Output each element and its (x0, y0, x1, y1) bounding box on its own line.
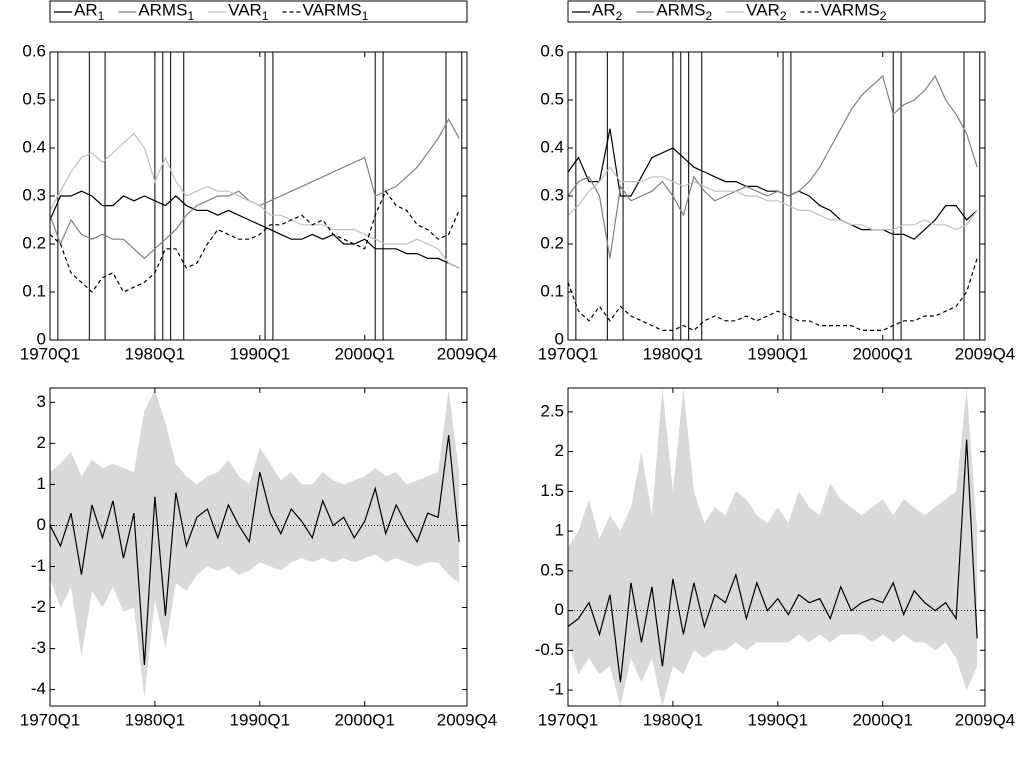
x-tick-label: 1970Q1 (20, 344, 81, 363)
y-tick-label: 0.2 (22, 233, 46, 252)
x-tick-label: 1970Q1 (538, 344, 599, 363)
x-tick-label: 1980Q1 (125, 344, 186, 363)
x-tick-label: 1980Q1 (643, 710, 704, 729)
legend-label: AR1 (74, 0, 105, 23)
y-tick-label: 2 (555, 441, 564, 460)
y-tick-label: 0.6 (540, 41, 564, 60)
x-tick-label: 2009Q4 (955, 344, 1016, 363)
y-tick-label: 1 (37, 474, 46, 493)
y-tick-label: 0 (37, 515, 46, 534)
series-line (568, 258, 978, 332)
series-line (50, 117, 460, 260)
plot-frame (49, 51, 468, 341)
legend-label: ARMS2 (656, 0, 712, 23)
y-tick-label: 1 (555, 521, 564, 540)
series-line (568, 166, 978, 231)
legend-label: ARMS1 (138, 0, 194, 23)
y-tick-label: 0 (555, 329, 564, 348)
x-tick-label: 2000Q1 (852, 710, 913, 729)
x-tick-label: 1980Q1 (643, 344, 704, 363)
y-tick-label: 0.3 (22, 185, 46, 204)
plot-frame (49, 387, 468, 707)
x-tick-label: 1990Q1 (230, 344, 291, 363)
x-tick-label: 2000Q1 (334, 710, 395, 729)
series-line (50, 132, 460, 269)
y-tick-label: -0.5 (535, 640, 564, 659)
series-line (50, 435, 460, 666)
series-line (568, 128, 978, 240)
legend-label: VARMS2 (821, 0, 887, 23)
subplot: -1 -0.5 0 0.5 1 1.5 2 2.5 1970Q1 1980Q1 1990Q1 2000… (535, 387, 1016, 729)
subplot: -4 -3 -2 -1 0 1 2 3 1970Q1 1980Q1 1990Q1 2000Q1 2009… (20, 387, 498, 729)
y-tick-label: -1 (31, 556, 46, 575)
series-line (568, 439, 978, 683)
series-line (50, 190, 460, 293)
y-tick-label: 0.3 (540, 185, 564, 204)
plot-frame (567, 387, 986, 707)
confidence-band (568, 388, 978, 706)
legend-frame (567, 0, 986, 23)
y-tick-label: 0.5 (540, 89, 564, 108)
legend-frame (49, 0, 468, 23)
y-tick-label: -4 (31, 679, 46, 698)
x-tick-label: 2000Q1 (334, 344, 395, 363)
legend: AR1 ARMS1 VAR1 VARMS1 (49, 0, 468, 23)
y-tick-label: 0.2 (540, 233, 564, 252)
legend: AR2 ARMS2 VAR2 VARMS2 (567, 0, 986, 23)
legend-label: VARMS1 (303, 0, 369, 23)
y-tick-label: 2 (37, 433, 46, 452)
x-tick-label: 2000Q1 (852, 344, 913, 363)
legend-label: VAR2 (746, 0, 787, 23)
x-tick-label: 2009Q4 (955, 710, 1016, 729)
y-tick-label: 0.5 (540, 560, 564, 579)
x-tick-label: 1970Q1 (538, 710, 599, 729)
y-tick-label: 2.5 (540, 401, 564, 420)
x-tick-label: 1990Q1 (230, 710, 291, 729)
y-tick-label: 0.4 (540, 137, 564, 156)
confidence-band (50, 390, 460, 698)
subplot: 0 0.1 0.2 0.3 0.4 0.5 0.6 1970Q1 1980Q1 1990Q1 200… (538, 41, 1016, 363)
legend-label: AR2 (592, 0, 623, 23)
y-tick-label: -1 (549, 680, 564, 699)
y-tick-label: 0.5 (22, 89, 46, 108)
subplot: 0 0.1 0.2 0.3 0.4 0.5 0.6 1970Q1 1980Q1 1990Q1 200… (20, 41, 498, 363)
y-tick-label: -2 (31, 597, 46, 616)
y-tick-label: -3 (31, 638, 46, 657)
series-line (568, 74, 978, 259)
y-tick-label: 0 (37, 329, 46, 348)
y-tick-label: 0.1 (22, 281, 46, 300)
x-tick-label: 1990Q1 (748, 344, 809, 363)
x-tick-label: 1970Q1 (20, 710, 81, 729)
y-tick-label: 0.4 (22, 137, 46, 156)
x-tick-label: 1990Q1 (748, 710, 809, 729)
series-line (50, 190, 460, 269)
y-tick-label: 0.1 (540, 281, 564, 300)
legend-label: VAR1 (228, 0, 269, 23)
y-tick-label: 0 (555, 600, 564, 619)
y-tick-label: 3 (37, 392, 46, 411)
x-tick-label: 2009Q4 (437, 710, 498, 729)
x-tick-label: 2009Q4 (437, 344, 498, 363)
y-tick-label: 0.6 (22, 41, 46, 60)
y-tick-label: 1.5 (540, 481, 564, 500)
x-tick-label: 1980Q1 (125, 710, 186, 729)
